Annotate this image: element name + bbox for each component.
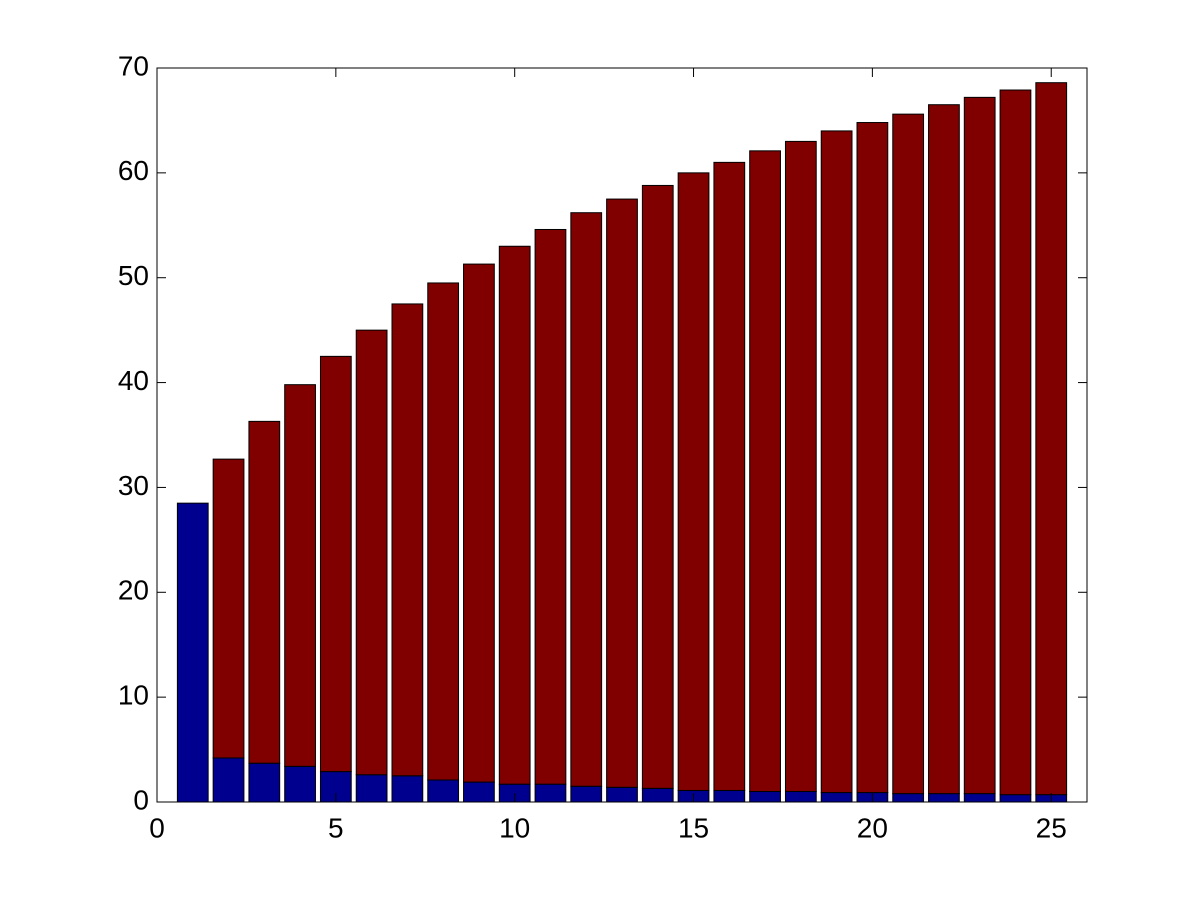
bar [820, 792, 853, 803]
x-tick-label: 10 [499, 812, 530, 843]
bar [427, 282, 460, 781]
bar [713, 161, 746, 791]
bar [892, 793, 925, 803]
bar [427, 779, 460, 803]
bar [391, 775, 424, 803]
bar [749, 791, 781, 803]
y-tick-label: 30 [118, 470, 149, 501]
bar [534, 783, 567, 803]
bar [212, 458, 245, 759]
y-tick-label: 20 [118, 575, 149, 606]
bar [248, 420, 281, 764]
bar [641, 787, 674, 803]
bar [498, 245, 531, 785]
bar [820, 130, 853, 794]
bar [606, 786, 638, 803]
bar [391, 303, 424, 777]
x-tick-label: 15 [678, 812, 709, 843]
bar [355, 329, 388, 776]
y-tick-label: 0 [133, 784, 149, 815]
x-tick-label: 20 [857, 812, 888, 843]
y-tick-label: 70 [118, 50, 149, 81]
x-tick-label: 5 [328, 812, 344, 843]
bar [463, 263, 495, 783]
bar [606, 198, 638, 788]
bar [570, 785, 603, 803]
bar [963, 793, 996, 803]
y-tick-label: 10 [118, 680, 149, 711]
bar [1035, 82, 1068, 796]
bar [677, 172, 710, 791]
bar [749, 150, 781, 793]
y-tick-label: 40 [118, 365, 149, 396]
bar [212, 757, 245, 803]
bar [784, 140, 817, 793]
x-tick-label: 0 [149, 812, 165, 843]
bar [999, 794, 1032, 803]
y-tick-label: 60 [118, 155, 149, 186]
bar [928, 793, 960, 803]
bar [856, 122, 889, 794]
bar [176, 502, 209, 803]
bar [928, 104, 960, 795]
bar [570, 212, 603, 787]
bar [784, 791, 817, 803]
bar [355, 774, 388, 803]
bar [641, 184, 674, 789]
bar [248, 762, 281, 803]
bar [284, 765, 316, 803]
bar [319, 355, 352, 773]
bar [963, 96, 996, 795]
bar [713, 789, 746, 803]
bar [284, 384, 316, 767]
bar [999, 89, 1032, 796]
y-tick-label: 50 [118, 260, 149, 291]
bar [892, 113, 925, 795]
bar [534, 228, 567, 785]
bar [463, 781, 495, 803]
x-tick-label: 25 [1036, 812, 1067, 843]
axes-box [156, 67, 1088, 803]
